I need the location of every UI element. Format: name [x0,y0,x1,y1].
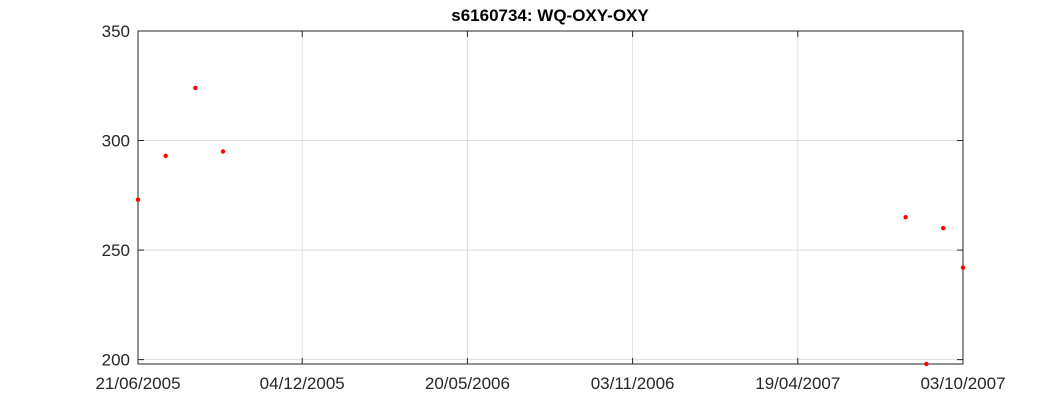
data-points [135,85,966,367]
y-tick-label: 350 [102,22,130,41]
data-point [941,225,946,231]
y-tick-label: 200 [102,351,130,370]
x-tick-label: 03/11/2006 [591,374,675,393]
data-point [924,361,929,367]
y-tick-label: 300 [102,132,130,151]
x-tick-label: 03/10/2007 [920,374,1005,393]
data-point [193,85,198,91]
x-tick-label: 20/05/2006 [425,374,510,393]
plot-area [137,30,964,365]
data-point [960,265,966,270]
grid [138,31,963,364]
x-tick-label: 19/04/2007 [755,374,840,393]
x-tick-label: 21/06/2005 [95,374,180,393]
data-point [163,153,168,159]
x-tick-label: 04/12/2005 [260,374,345,393]
chart-title: s6160734: WQ-OXY-OXY [451,6,649,25]
y-tick-label: 250 [102,241,130,260]
data-point [135,197,141,202]
axes: 21/06/2005 04/12/2005 20/05/2006 03/11/2006… [95,22,1005,393]
data-point [220,149,226,154]
data-point [903,215,908,220]
